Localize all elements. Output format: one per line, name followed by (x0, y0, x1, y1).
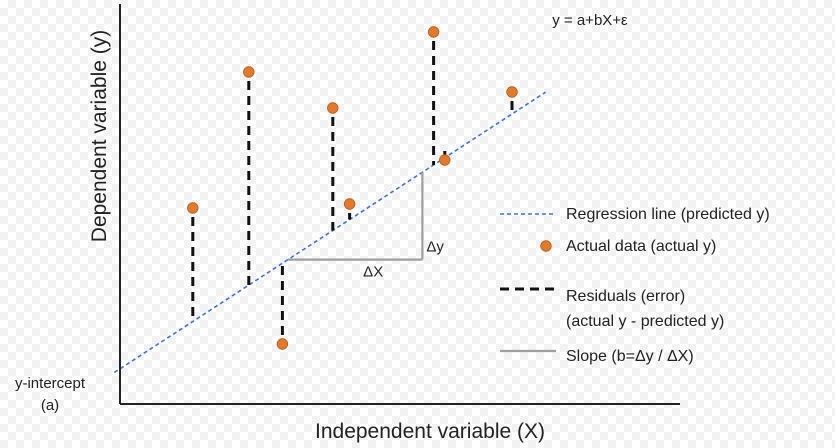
data-point-8 (506, 86, 518, 98)
regression-line (113, 91, 547, 374)
data-point-7 (439, 154, 451, 166)
data-point-1 (187, 202, 199, 214)
legend-label: Residuals (error) (566, 288, 685, 305)
legend-point-swatch (540, 240, 552, 252)
y-axis-label: Dependent variable (y) (88, 30, 111, 242)
legend-label: Regression line (predicted y) (566, 206, 770, 223)
legend-label: (actual y - predicted y) (566, 313, 724, 330)
data-point-3 (276, 338, 289, 350)
y-intercept-sublabel: (a) (41, 397, 59, 414)
y-intercept-label: y-intercept (15, 375, 86, 392)
data-point-5 (343, 198, 356, 210)
equation-label: y = a+bX+ε (552, 12, 628, 29)
data-point-2 (243, 66, 255, 78)
data-point-4 (327, 102, 339, 114)
legend-label: Slope (b=Δy / ΔX) (566, 348, 694, 365)
x-axis-label: Independent variable (X) (315, 420, 545, 443)
delta-x-label: ΔX (363, 264, 383, 281)
legend-label: Actual data (actual y) (566, 238, 716, 255)
data-point-6 (427, 26, 440, 38)
delta-y-label: Δy (426, 239, 444, 256)
